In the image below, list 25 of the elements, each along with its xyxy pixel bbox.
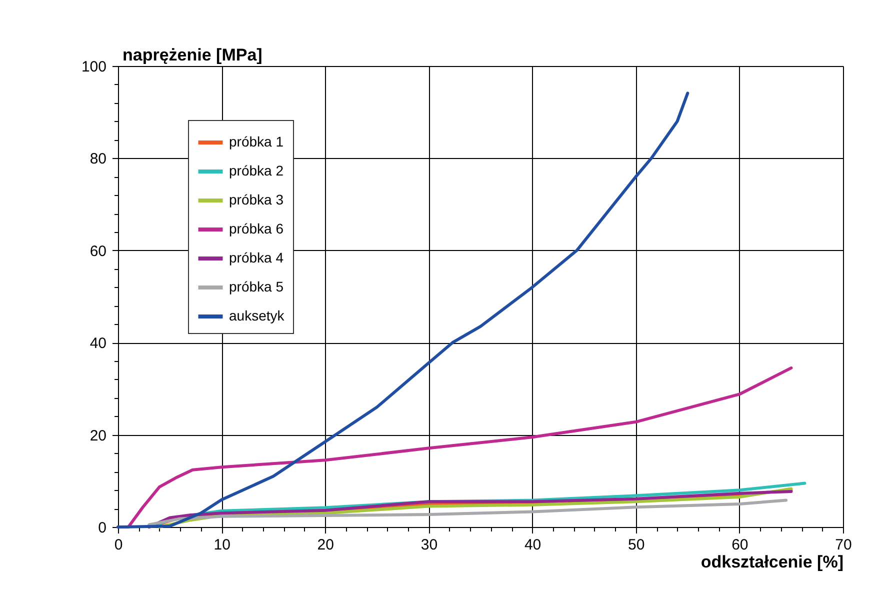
legend-label: auksetyk <box>229 308 286 324</box>
y-tick-label: 60 <box>90 242 106 260</box>
legend-label: próbka 1 <box>229 134 284 150</box>
legend-label: próbka 5 <box>229 278 284 294</box>
x-tick-label: 10 <box>214 536 230 554</box>
y-tick-label: 20 <box>90 427 106 444</box>
line-series <box>116 92 690 528</box>
x-axis-title: odkształcenie [%] <box>700 552 844 572</box>
y-tick-label: 80 <box>90 150 106 168</box>
y-tick-label: 100 <box>81 58 106 76</box>
line-series <box>148 498 788 526</box>
legend-label: próbka 4 <box>229 250 284 266</box>
x-tick-label: 40 <box>524 536 542 554</box>
x-tick-label: 20 <box>317 536 334 554</box>
legend-label: próbka 3 <box>229 192 284 208</box>
legend-label: próbka 2 <box>229 162 284 178</box>
legend-label: próbka 6 <box>229 220 284 236</box>
x-tick-label: 60 <box>732 536 748 554</box>
y-tick-label: 40 <box>90 335 106 352</box>
x-tick-label: 50 <box>628 536 645 554</box>
x-tick-label: 30 <box>420 536 438 554</box>
y-tick-label: 0 <box>98 520 106 536</box>
x-tick-label: 0 <box>114 536 123 554</box>
x-tick-label: 70 <box>835 536 852 554</box>
y-axis-title: naprężenie [MPa] <box>122 46 262 64</box>
